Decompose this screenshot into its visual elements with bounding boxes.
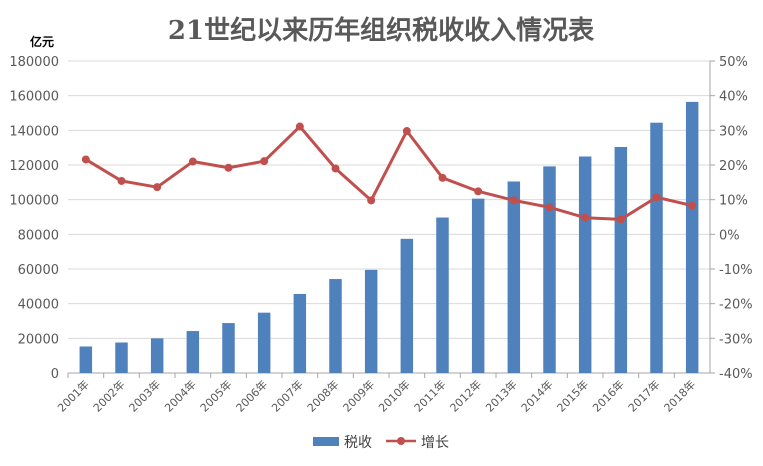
x-tick-label: 2012年 [447,377,484,414]
x-tick-label: 2009年 [340,377,377,414]
bar [685,101,699,373]
bar [186,331,200,373]
chart-title: 21世纪以来历年组织税收收入情况表 [168,15,595,46]
bar [329,279,342,373]
x-tick-label: 2014年 [518,377,555,414]
growth-point [688,201,697,210]
y2-tick-label: 10% [719,194,748,209]
y-tick-label: 80000 [18,228,59,243]
y-tick-label: 0 [51,367,59,382]
legend-label-growth: 增长 [421,435,449,451]
line-series [81,122,697,224]
growth-point [295,122,304,131]
growth-point [438,173,447,182]
y-tick-label: 100000 [9,194,59,209]
y2-tick-label: 0% [719,228,740,243]
growth-point [331,164,340,173]
x-tick-label: 2018年 [661,377,698,414]
growth-point [81,155,90,164]
bar [364,269,378,373]
y-tick-label: 140000 [9,124,59,139]
growth-point [260,157,269,166]
x-tick-label: 2002年 [90,377,127,414]
x-tick-label: 2017年 [625,377,662,414]
bar [578,156,592,373]
x-tick-label: 2013年 [482,377,519,414]
x-tick-label: 2005年 [197,377,234,414]
growth-point [117,176,126,185]
y2-axis-ticks: -40% -30% -20% -10% 0% 10% 20% 30% 40% 50% [710,55,753,382]
growth-point [474,187,483,196]
x-tick-label: 2010年 [375,377,412,414]
y2-tick-label: 30% [719,124,748,139]
growth-point [367,196,376,205]
growth-point [509,196,518,205]
bar [222,323,235,373]
x-tick-label: 2003年 [126,377,163,414]
x-tick-label: 2001年 [54,377,91,414]
gridlines [68,60,710,339]
y2-tick-label: 40% [719,90,748,105]
y-tick-label: 120000 [9,159,59,174]
bar [150,338,164,373]
bar [471,198,485,373]
y-axis-unit: 亿元 [30,34,54,49]
growth-point [153,183,162,192]
growth-point [188,157,197,166]
x-tick-label: 2016年 [589,377,626,414]
y2-tick-label: -30% [719,332,753,347]
bar [614,146,628,373]
growth-point [616,215,625,224]
growth-point [652,193,661,202]
legend: 税收 增长 [313,435,449,451]
y2-tick-label: -20% [719,298,753,313]
legend-swatch-growth-marker [397,437,405,445]
x-tick-label: 2004年 [161,377,198,414]
y-axis-ticks: 0 20000 40000 60000 80000 100000 120000 140000 1… [9,55,59,382]
x-tick-label: 2006年 [233,377,270,414]
y2-tick-label: -40% [719,367,753,382]
bar [650,122,663,373]
y-tick-label: 20000 [18,332,59,347]
bar [543,166,556,373]
y-tick-label: 180000 [9,55,59,70]
bar [436,217,449,373]
bar [293,293,307,373]
legend-swatch-tax [313,437,339,446]
y-tick-label: 40000 [18,298,59,313]
y2-tick-label: -10% [719,263,753,278]
bar [79,346,93,373]
axes [68,61,711,374]
x-tick-label: 2015年 [554,377,591,414]
x-tick-label: 2008年 [304,377,341,414]
growth-point [402,127,411,136]
growth-point [581,213,590,222]
bar [115,342,128,373]
bar [400,238,414,373]
y-tick-label: 60000 [18,263,59,278]
growth-point [545,203,554,212]
y2-tick-label: 20% [719,159,748,174]
x-tick-label: 2011年 [411,377,448,414]
y2-tick-label: 50% [719,55,748,70]
y-tick-label: 160000 [9,90,59,105]
bar [507,181,521,373]
growth-point [224,163,233,172]
growth-line [85,125,693,221]
legend-label-tax: 税收 [344,435,372,451]
bar-series [79,101,699,373]
bar [257,312,271,373]
x-tick-label: 2007年 [268,377,305,414]
x-axis-ticks: 2001年2002年2003年2004年2005年2006年2007年2008年… [54,373,698,415]
